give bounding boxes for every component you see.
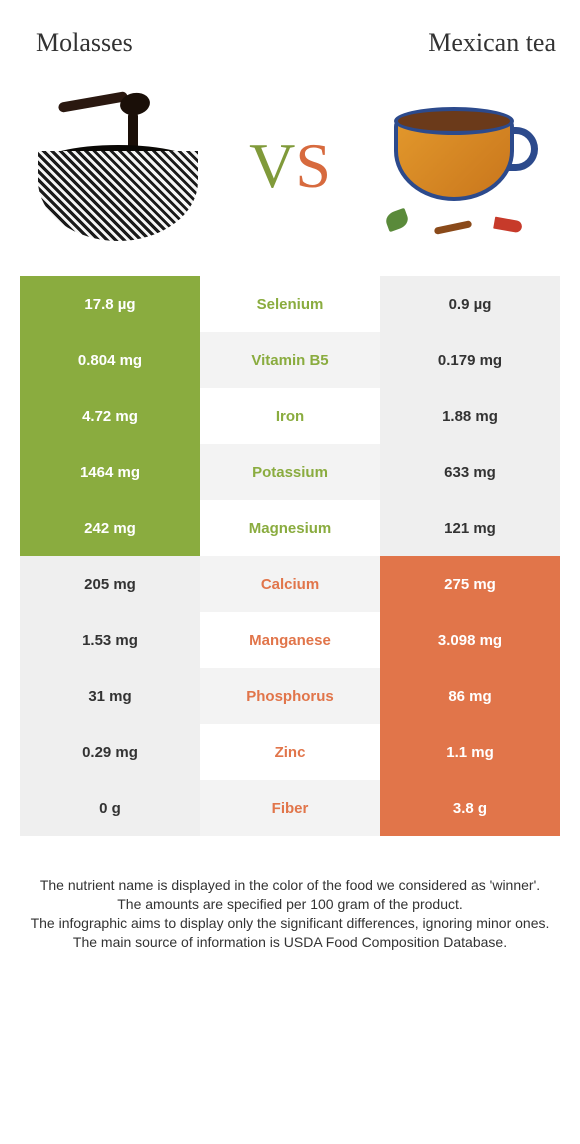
- left-product-title: Molasses: [36, 28, 133, 58]
- nutrient-name-cell: Zinc: [200, 724, 380, 780]
- left-value-cell: 0 g: [20, 780, 200, 836]
- right-value-cell: 1.88 mg: [380, 388, 560, 444]
- comparison-table: 17.8 µgSelenium0.9 µg0.804 mgVitamin B50…: [0, 276, 580, 836]
- left-value-cell: 4.72 mg: [20, 388, 200, 444]
- nutrient-name-cell: Fiber: [200, 780, 380, 836]
- nutrient-name-cell: Phosphorus: [200, 668, 380, 724]
- nutrient-name-cell: Vitamin B5: [200, 332, 380, 388]
- table-row: 17.8 µgSelenium0.9 µg: [20, 276, 560, 332]
- table-row: 4.72 mgIron1.88 mg: [20, 388, 560, 444]
- right-value-cell: 0.9 µg: [380, 276, 560, 332]
- table-row: 1464 mgPotassium633 mg: [20, 444, 560, 500]
- vs-label: VS: [245, 129, 335, 203]
- left-value-cell: 0.29 mg: [20, 724, 200, 780]
- tea-cup-icon: [372, 91, 552, 241]
- table-row: 0.804 mgVitamin B50.179 mg: [20, 332, 560, 388]
- left-value-cell: 0.804 mg: [20, 332, 200, 388]
- nutrient-name-cell: Manganese: [200, 612, 380, 668]
- vs-row: VS: [0, 66, 580, 276]
- left-value-cell: 31 mg: [20, 668, 200, 724]
- table-row: 242 mgMagnesium121 mg: [20, 500, 560, 556]
- right-value-cell: 1.1 mg: [380, 724, 560, 780]
- left-value-cell: 242 mg: [20, 500, 200, 556]
- left-value-cell: 17.8 µg: [20, 276, 200, 332]
- table-row: 31 mgPhosphorus86 mg: [20, 668, 560, 724]
- left-value-cell: 205 mg: [20, 556, 200, 612]
- left-value-cell: 1.53 mg: [20, 612, 200, 668]
- right-product-title: Mexican tea: [428, 28, 556, 58]
- footer-line: The main source of information is USDA F…: [20, 933, 560, 952]
- footer-line: The nutrient name is displayed in the co…: [20, 876, 560, 895]
- nutrient-name-cell: Magnesium: [200, 500, 380, 556]
- right-product-image: [362, 76, 562, 256]
- molasses-icon: [28, 91, 208, 241]
- footer-line: The infographic aims to display only the…: [20, 914, 560, 933]
- right-value-cell: 633 mg: [380, 444, 560, 500]
- footer-line: The amounts are specified per 100 gram o…: [20, 895, 560, 914]
- footer-notes: The nutrient name is displayed in the co…: [0, 836, 580, 952]
- nutrient-name-cell: Potassium: [200, 444, 380, 500]
- table-row: 205 mgCalcium275 mg: [20, 556, 560, 612]
- right-value-cell: 275 mg: [380, 556, 560, 612]
- table-row: 1.53 mgManganese3.098 mg: [20, 612, 560, 668]
- infographic-container: Molasses Mexican tea VS: [0, 0, 580, 952]
- vs-v-letter: V: [249, 129, 295, 203]
- table-row: 0.29 mgZinc1.1 mg: [20, 724, 560, 780]
- vs-s-letter: S: [295, 129, 331, 203]
- nutrient-name-cell: Calcium: [200, 556, 380, 612]
- left-product-image: [18, 76, 218, 256]
- header: Molasses Mexican tea: [0, 0, 580, 66]
- table-row: 0 gFiber3.8 g: [20, 780, 560, 836]
- right-value-cell: 0.179 mg: [380, 332, 560, 388]
- right-value-cell: 3.098 mg: [380, 612, 560, 668]
- right-value-cell: 86 mg: [380, 668, 560, 724]
- nutrient-name-cell: Iron: [200, 388, 380, 444]
- right-value-cell: 121 mg: [380, 500, 560, 556]
- left-value-cell: 1464 mg: [20, 444, 200, 500]
- nutrient-name-cell: Selenium: [200, 276, 380, 332]
- right-value-cell: 3.8 g: [380, 780, 560, 836]
